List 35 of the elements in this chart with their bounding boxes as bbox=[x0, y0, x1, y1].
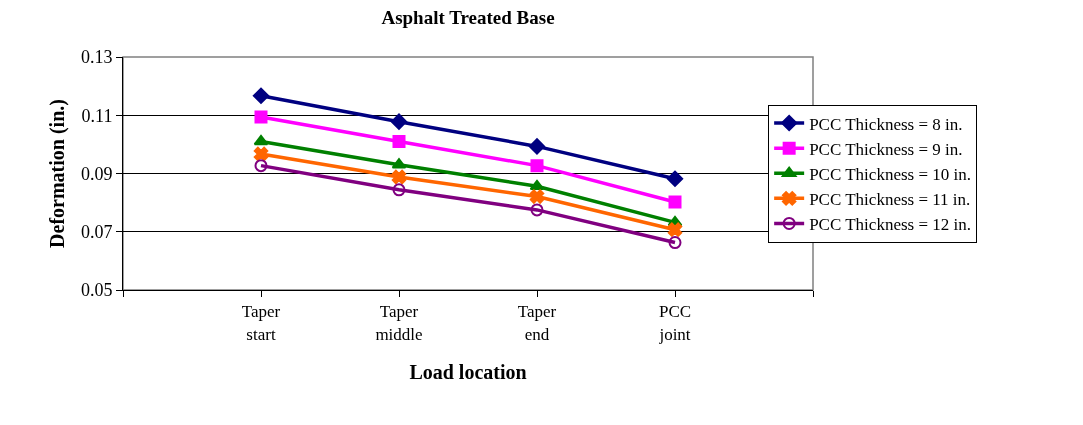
x-tick-label: PCC joint bbox=[658, 302, 692, 344]
point bbox=[252, 87, 270, 104]
point bbox=[392, 183, 406, 197]
point bbox=[529, 179, 545, 191]
y-tick-label: 0.13 bbox=[80, 47, 113, 68]
point bbox=[528, 138, 546, 155]
point bbox=[668, 236, 682, 250]
legend-label: PCC Thickness = 12 in. bbox=[809, 215, 971, 235]
x-tick-label: Taper middle bbox=[375, 302, 423, 344]
y-tick-label: 0.11 bbox=[81, 105, 113, 126]
point bbox=[530, 203, 544, 217]
x-axis-title: Load location bbox=[409, 361, 527, 383]
y-axis-title: Deformation (in.) bbox=[46, 99, 70, 248]
point bbox=[391, 169, 407, 185]
point bbox=[529, 189, 545, 204]
legend-label: PCC Thickness = 8 in. bbox=[809, 114, 963, 134]
point bbox=[253, 146, 269, 162]
legend-label: PCC Thickness = 9 in. bbox=[809, 139, 963, 159]
chart-title: Asphalt Treated Base bbox=[381, 6, 555, 28]
point bbox=[666, 170, 684, 187]
legend-label: PCC Thickness = 10 in. bbox=[809, 164, 971, 184]
point bbox=[254, 110, 268, 124]
point bbox=[390, 113, 408, 130]
y-tick-label: 0.05 bbox=[80, 280, 113, 301]
x-tick-label: Taper end bbox=[517, 302, 557, 344]
point bbox=[667, 222, 683, 237]
y-tick-label: 0.09 bbox=[80, 163, 113, 184]
point bbox=[668, 195, 682, 209]
legend-label: PCC Thickness = 11 in. bbox=[809, 189, 971, 209]
point bbox=[530, 159, 544, 173]
point bbox=[392, 134, 406, 148]
y-tick-label: 0.07 bbox=[80, 222, 113, 243]
point bbox=[254, 159, 268, 173]
point bbox=[253, 134, 269, 146]
x-tick-label: Taper start bbox=[241, 302, 281, 344]
